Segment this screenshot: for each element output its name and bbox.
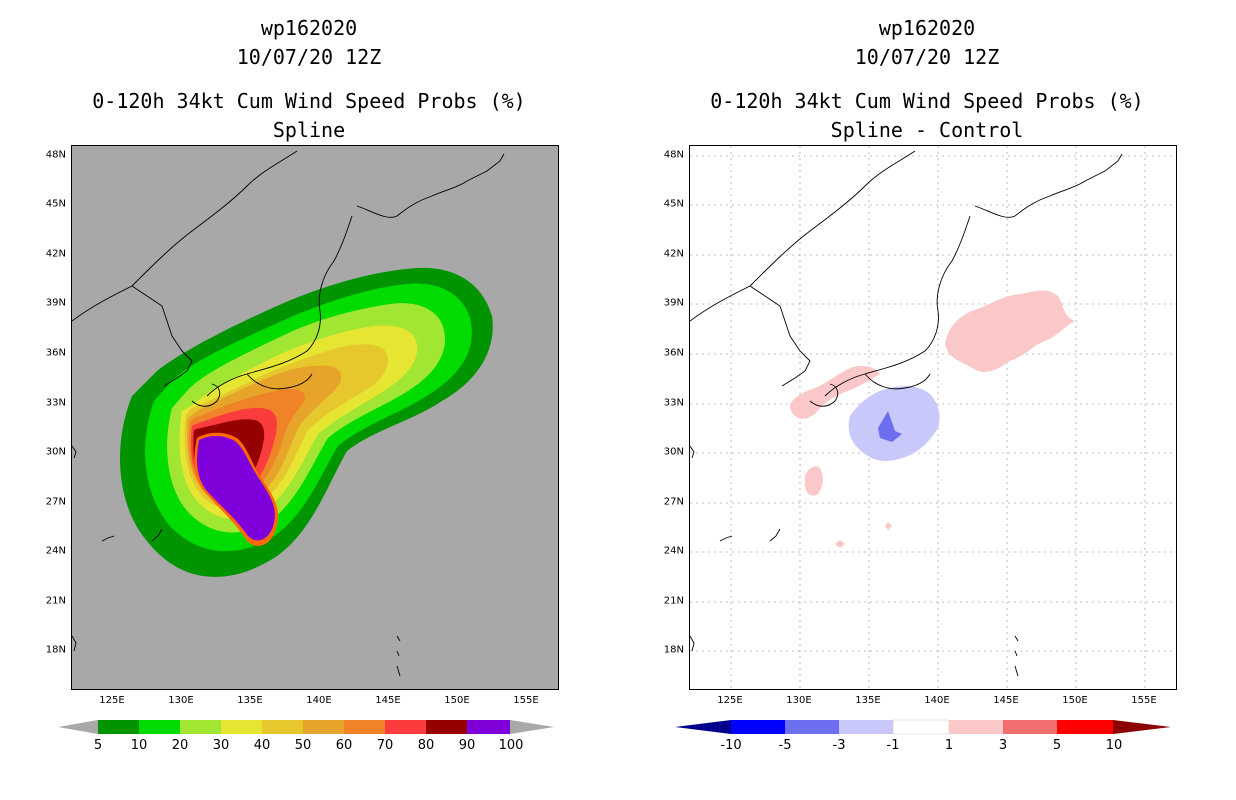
left-cb-label-60: 60 bbox=[335, 738, 353, 753]
right-colorbar-swatch-0 bbox=[731, 720, 785, 734]
left-colorbar-swatch-4 bbox=[262, 720, 303, 734]
right-lat-27: 27N bbox=[663, 496, 684, 508]
left-colorbar-swatch-5 bbox=[303, 720, 344, 734]
left-cb-label-70: 70 bbox=[376, 738, 394, 753]
left-lat-30: 30N bbox=[45, 446, 66, 458]
right-colorbar-swatch-2 bbox=[839, 720, 893, 734]
left-lat-33: 33N bbox=[45, 397, 66, 409]
right-lon-140: 140E bbox=[924, 695, 950, 706]
left-cb-label-80: 80 bbox=[417, 738, 435, 753]
left-colorbar-swatch-3 bbox=[221, 720, 262, 734]
right-lat-42: 42N bbox=[663, 248, 684, 260]
right-lat-48: 48N bbox=[663, 149, 684, 161]
right-colorbar-swatch-4 bbox=[949, 720, 1003, 734]
right-colorbar-swatch-1 bbox=[785, 720, 839, 734]
right-cb-label-m5: -5 bbox=[778, 738, 792, 753]
right-lat-33: 33N bbox=[663, 397, 684, 409]
right-cb-label-5: 5 bbox=[1052, 738, 1062, 753]
left-colorbar-low-arrow bbox=[58, 720, 98, 734]
right-lat-21: 21N bbox=[663, 595, 684, 607]
left-lon-150: 150E bbox=[444, 695, 470, 706]
left-colorbar-swatch-8 bbox=[426, 720, 467, 734]
left-lat-36: 36N bbox=[45, 347, 66, 359]
right-panel: wp162020 10/07/20 12Z 0-120h 34kt Cum Wi… bbox=[618, 0, 1236, 800]
grid-lines bbox=[690, 146, 1176, 689]
right-colorbar-swatch-5 bbox=[1003, 720, 1057, 734]
left-lon-125: 125E bbox=[99, 695, 125, 706]
right-lat-39: 39N bbox=[663, 297, 684, 309]
left-colorbar-high-arrow bbox=[510, 720, 554, 734]
left-title-product: 0-120h 34kt Cum Wind Speed Probs (%) bbox=[92, 89, 526, 113]
prob-swath bbox=[120, 267, 493, 577]
left-cb-label-40: 40 bbox=[253, 738, 271, 753]
right-lon-125: 125E bbox=[717, 695, 743, 706]
right-cb-label-3: 3 bbox=[998, 738, 1008, 753]
left-lon-145: 145E bbox=[375, 695, 401, 706]
left-title-datetime: 10/07/20 12Z bbox=[236, 45, 382, 69]
left-colorbar-swatch-2 bbox=[180, 720, 221, 734]
right-lat-24: 24N bbox=[663, 545, 684, 557]
right-colorbar-low-arrow bbox=[675, 720, 731, 734]
left-colorbar-swatch-7 bbox=[385, 720, 426, 734]
left-cb-label-10: 10 bbox=[130, 738, 148, 753]
left-lat-42: 42N bbox=[45, 248, 66, 260]
left-colorbar-swatch-1 bbox=[139, 720, 180, 734]
right-lon-155: 155E bbox=[1131, 695, 1157, 706]
right-colorbar bbox=[675, 719, 1171, 735]
diff-shading bbox=[790, 290, 1075, 548]
right-lat-18: 18N bbox=[663, 644, 684, 656]
left-map bbox=[71, 145, 559, 690]
left-lat-48: 48N bbox=[45, 149, 66, 161]
left-lat-21: 21N bbox=[45, 595, 66, 607]
right-lon-150: 150E bbox=[1062, 695, 1088, 706]
right-title-block: wp162020 10/07/20 12Z 0-120h 34kt Cum Wi… bbox=[618, 14, 1236, 145]
left-lon-130: 130E bbox=[168, 695, 194, 706]
left-lat-18: 18N bbox=[45, 644, 66, 656]
left-colorbar bbox=[58, 720, 554, 734]
left-title-method: Spline bbox=[272, 118, 346, 142]
right-colorbar-swatch-6 bbox=[1057, 720, 1113, 734]
left-colorbar-swatch-0 bbox=[98, 720, 139, 734]
right-cb-label-10: 10 bbox=[1105, 738, 1123, 753]
left-lat-45: 45N bbox=[45, 198, 66, 210]
left-lat-39: 39N bbox=[45, 297, 66, 309]
left-lat-27: 27N bbox=[45, 496, 66, 508]
left-cb-label-90: 90 bbox=[458, 738, 476, 753]
right-lat-36: 36N bbox=[663, 347, 684, 359]
left-colorbar-swatch-9 bbox=[467, 720, 510, 734]
right-cb-label-1: 1 bbox=[944, 738, 954, 753]
left-cb-label-100: 100 bbox=[498, 738, 524, 753]
right-map bbox=[689, 145, 1177, 690]
left-cb-label-30: 30 bbox=[212, 738, 230, 753]
right-title-product: 0-120h 34kt Cum Wind Speed Probs (%) bbox=[710, 89, 1144, 113]
left-title-storm-id: wp162020 bbox=[260, 16, 358, 40]
left-lat-24: 24N bbox=[45, 545, 66, 557]
left-cb-label-50: 50 bbox=[294, 738, 312, 753]
right-lat-30: 30N bbox=[663, 446, 684, 458]
right-title-method: Spline - Control bbox=[830, 118, 1024, 142]
left-lon-140: 140E bbox=[306, 695, 332, 706]
coastlines bbox=[72, 150, 505, 677]
right-lat-45: 45N bbox=[663, 198, 684, 210]
left-lon-155: 155E bbox=[513, 695, 539, 706]
right-title-datetime: 10/07/20 12Z bbox=[854, 45, 1000, 69]
right-cb-label-m1: -1 bbox=[886, 738, 900, 753]
right-title-storm-id: wp162020 bbox=[878, 16, 976, 40]
left-lon-135: 135E bbox=[237, 695, 263, 706]
left-cb-label-5: 5 bbox=[93, 738, 103, 753]
right-lon-135: 135E bbox=[855, 695, 881, 706]
right-cb-label-m3: -3 bbox=[832, 738, 846, 753]
right-colorbar-high-arrow bbox=[1113, 720, 1171, 734]
left-colorbar-swatch-6 bbox=[344, 720, 385, 734]
right-cb-label-m10: -10 bbox=[720, 738, 742, 753]
coastlines bbox=[690, 150, 1123, 677]
right-lon-130: 130E bbox=[786, 695, 812, 706]
right-lon-145: 145E bbox=[993, 695, 1019, 706]
left-panel: wp162020 10/07/20 12Z 0-120h 34kt Cum Wi… bbox=[0, 14, 618, 753]
left-title-block: wp162020 10/07/20 12Z 0-120h 34kt Cum Wi… bbox=[0, 14, 618, 145]
left-cb-label-20: 20 bbox=[171, 738, 189, 753]
left-map-svg bbox=[72, 150, 505, 677]
right-map-svg bbox=[690, 146, 1176, 689]
right-colorbar-swatch-3 bbox=[892, 719, 950, 735]
